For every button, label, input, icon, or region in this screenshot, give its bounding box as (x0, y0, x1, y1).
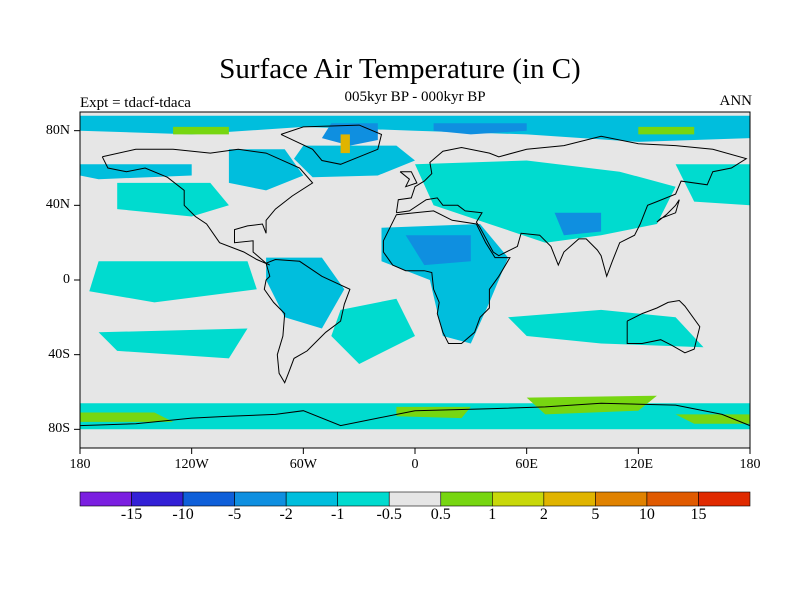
colorbar-swatch (595, 491, 648, 507)
region-arctic-warm-2 (638, 126, 695, 135)
colorbar (79, 491, 751, 507)
colorbar-swatch (337, 491, 390, 507)
x-tick-label: 60W (289, 457, 317, 472)
region-amazon (266, 257, 345, 329)
colorbar-swatch (182, 491, 235, 507)
axis-ticks (74, 130, 751, 454)
region-indian-ocean (508, 309, 704, 348)
region-antarctic-warm-4 (675, 414, 750, 424)
region-s-pacific (98, 328, 248, 359)
y-tick-label: 40S (48, 346, 70, 362)
colorbar-swatch (646, 491, 699, 507)
coastline-6 (79, 402, 751, 427)
experiment-label: Expt = tdacf-tdaca (80, 95, 191, 111)
colorbar-swatch (234, 491, 287, 507)
y-tick-label: 80S (48, 421, 70, 437)
colorbar-label: 5 (591, 506, 600, 523)
colorbar-label: -10 (172, 506, 194, 523)
region-north-america (228, 149, 304, 191)
colorbar-swatch (79, 491, 132, 507)
region-sahara-cool (405, 235, 471, 266)
colorbar-swatch (388, 491, 442, 507)
region-siberia-cool (433, 123, 527, 135)
map-subtitle: 005kyr BP - 000kyr BP (344, 89, 486, 105)
map-title: Surface Air Temperature (in C) (219, 53, 581, 85)
region-arctic-warm-1 (173, 126, 229, 135)
y-tick-label: 40N (45, 197, 70, 213)
region-n-atlantic (294, 145, 415, 178)
region-africa (381, 224, 509, 344)
x-tick-label: 120W (174, 457, 209, 472)
colorbar-label: 10 (638, 506, 655, 523)
coastline-1 (263, 258, 351, 384)
coastline-0 (101, 148, 314, 266)
coastline-2 (280, 124, 383, 165)
colorbar-swatch (698, 491, 751, 507)
region-antarctic-warm-3 (526, 395, 657, 415)
coastline-4 (382, 210, 511, 344)
anomaly-regions (80, 115, 750, 430)
y-tick-label: 0 (63, 272, 70, 287)
y-tick-label: 80N (45, 122, 70, 138)
colorbar-label: 1 (488, 506, 497, 523)
coastline-7 (399, 171, 418, 188)
coastlines (79, 124, 751, 427)
coastline-5 (626, 299, 701, 354)
colorbar-swatch (440, 491, 493, 507)
x-tick-label: 180 (739, 457, 761, 472)
colorbar-label: -2 (279, 506, 293, 523)
coastline-8 (656, 199, 680, 223)
region-greenland-warm (340, 134, 350, 154)
colorbar-label: -0.5 (376, 506, 402, 523)
colorbar-label: 2 (539, 506, 548, 523)
colorbar-swatch (285, 491, 338, 507)
colorbar-swatch (543, 491, 596, 507)
colorbar-label: -1 (331, 506, 345, 523)
colorbar-label: 15 (690, 506, 707, 523)
x-tick-label: 0 (411, 457, 419, 472)
region-trop-pacific (89, 261, 257, 303)
region-europe-asia (415, 160, 676, 243)
region-nw-atlantic (117, 182, 229, 217)
region-e-pacific-north (675, 164, 750, 206)
colorbar-label: -5 (227, 506, 242, 523)
colorbar-label: -15 (120, 506, 143, 523)
region-antarctic-warm-1 (80, 412, 174, 422)
colorbar-label: 0.5 (430, 506, 451, 523)
season-label: ANN (719, 93, 753, 109)
region-s-atlantic (331, 298, 415, 364)
x-tick-label: 60E (515, 457, 538, 472)
coastline-3 (395, 135, 748, 278)
x-tick-label: 120E (623, 457, 654, 472)
region-tibet-cool (554, 212, 602, 236)
x-tick-label: 180 (69, 457, 91, 472)
colorbar-swatch (492, 491, 545, 507)
colorbar-swatch (131, 491, 184, 507)
region-arctic-band (80, 115, 750, 142)
